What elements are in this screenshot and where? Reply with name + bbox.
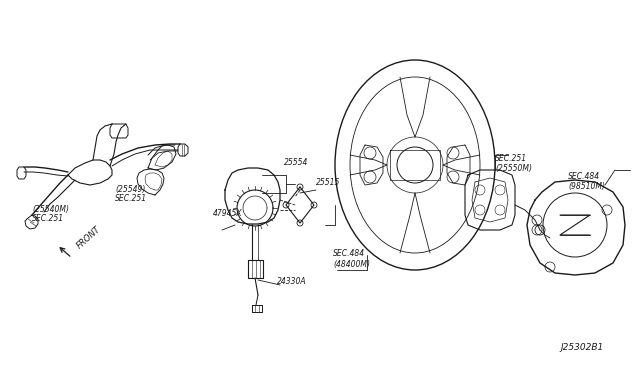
Text: (48400M): (48400M): [333, 260, 370, 269]
Text: J25302B1: J25302B1: [560, 343, 604, 353]
Text: (25550M): (25550M): [495, 164, 532, 173]
Text: 25554: 25554: [284, 157, 308, 167]
Text: SEC.251: SEC.251: [115, 193, 147, 202]
Text: 24330A: 24330A: [277, 278, 307, 286]
Text: SEC.484: SEC.484: [333, 250, 365, 259]
Text: (25549): (25549): [115, 185, 145, 193]
Text: (25540M): (25540M): [32, 205, 69, 214]
Text: (98510M): (98510M): [568, 182, 605, 190]
Text: SEC.251: SEC.251: [32, 214, 64, 222]
Text: FRONT: FRONT: [75, 225, 102, 251]
Text: SEC.251: SEC.251: [495, 154, 527, 163]
Text: SEC.484: SEC.484: [568, 171, 600, 180]
Text: 47945X: 47945X: [213, 208, 243, 218]
Text: 25515: 25515: [316, 177, 340, 186]
